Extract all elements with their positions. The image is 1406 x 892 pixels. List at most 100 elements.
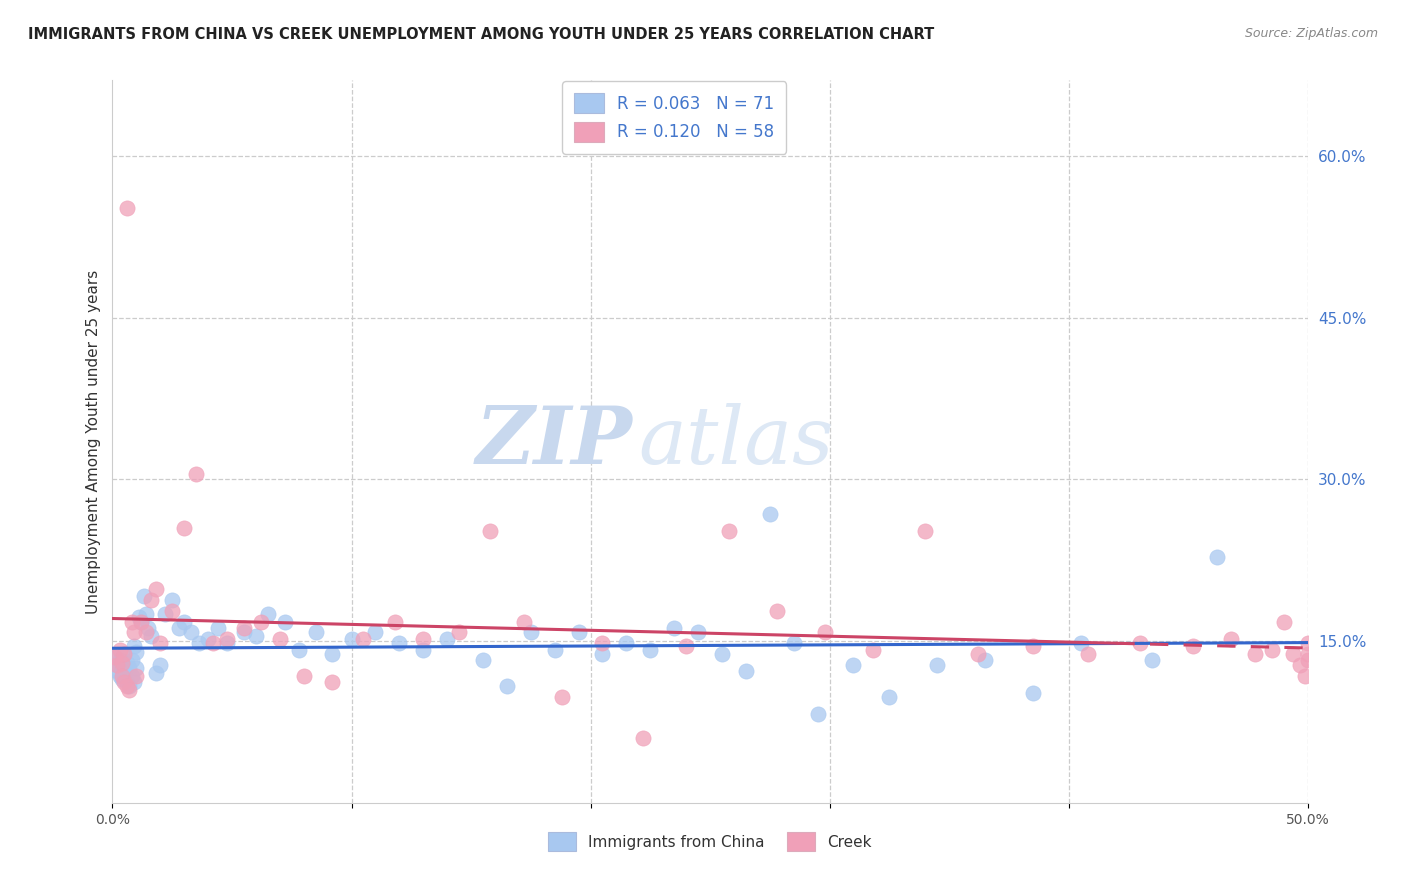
Point bbox=[1296, 636, 1319, 650]
Point bbox=[273, 615, 295, 629]
Point bbox=[111, 672, 134, 686]
Point bbox=[814, 625, 837, 640]
Point bbox=[412, 632, 434, 646]
Point bbox=[305, 625, 328, 640]
Point bbox=[104, 650, 127, 665]
Point bbox=[115, 679, 138, 693]
Point bbox=[201, 636, 224, 650]
Point bbox=[1294, 668, 1316, 682]
Point bbox=[384, 615, 406, 629]
Point bbox=[974, 653, 997, 667]
Point bbox=[551, 690, 574, 705]
Point bbox=[321, 647, 343, 661]
Point bbox=[782, 636, 804, 650]
Point bbox=[121, 668, 143, 682]
Point bbox=[631, 731, 654, 745]
Point bbox=[139, 629, 162, 643]
Point bbox=[149, 657, 172, 672]
Point bbox=[169, 621, 191, 635]
Point bbox=[1077, 647, 1099, 661]
Point bbox=[118, 679, 141, 693]
Point bbox=[138, 621, 160, 635]
Point bbox=[1272, 615, 1295, 629]
Point bbox=[186, 467, 208, 481]
Point bbox=[145, 582, 167, 597]
Point bbox=[472, 653, 495, 667]
Y-axis label: Unemployment Among Youth under 25 years: Unemployment Among Youth under 25 years bbox=[86, 269, 101, 614]
Text: atlas: atlas bbox=[638, 403, 834, 480]
Point bbox=[125, 661, 148, 675]
Point bbox=[108, 653, 131, 667]
Point bbox=[352, 632, 374, 646]
Point bbox=[735, 665, 758, 679]
Point bbox=[436, 632, 458, 646]
Point bbox=[118, 661, 141, 675]
Point bbox=[257, 607, 280, 621]
Point bbox=[592, 636, 614, 650]
Point bbox=[129, 615, 152, 629]
Point bbox=[1261, 642, 1284, 657]
Point bbox=[496, 679, 519, 693]
Legend: Immigrants from China, Creek: Immigrants from China, Creek bbox=[538, 823, 882, 860]
Point bbox=[108, 668, 131, 682]
Point bbox=[321, 675, 343, 690]
Point bbox=[115, 675, 138, 690]
Point bbox=[718, 524, 741, 538]
Point bbox=[664, 621, 686, 635]
Point bbox=[114, 666, 135, 681]
Point bbox=[114, 647, 135, 661]
Point bbox=[340, 632, 363, 646]
Point bbox=[759, 507, 782, 521]
Point bbox=[512, 615, 534, 629]
Point bbox=[173, 615, 195, 629]
Point bbox=[364, 625, 387, 640]
Point bbox=[105, 665, 128, 679]
Point bbox=[121, 653, 143, 667]
Point bbox=[288, 642, 311, 657]
Point bbox=[388, 636, 411, 650]
Point bbox=[153, 607, 176, 621]
Point bbox=[640, 642, 662, 657]
Point bbox=[122, 625, 145, 640]
Point bbox=[162, 593, 183, 607]
Point bbox=[173, 521, 195, 535]
Point bbox=[862, 642, 884, 657]
Point bbox=[105, 657, 128, 672]
Point bbox=[292, 668, 315, 682]
Point bbox=[447, 625, 470, 640]
Point bbox=[914, 524, 936, 538]
Point bbox=[879, 690, 901, 705]
Point bbox=[132, 589, 155, 603]
Point bbox=[122, 675, 145, 690]
Point bbox=[842, 657, 865, 672]
Point bbox=[145, 666, 167, 681]
Point bbox=[520, 625, 543, 640]
Point bbox=[115, 201, 138, 215]
Text: Source: ZipAtlas.com: Source: ZipAtlas.com bbox=[1244, 27, 1378, 40]
Point bbox=[207, 621, 229, 635]
Point bbox=[1289, 657, 1312, 672]
Point bbox=[233, 625, 256, 640]
Point bbox=[479, 524, 502, 538]
Point bbox=[149, 636, 172, 650]
Point bbox=[111, 668, 134, 682]
Point bbox=[1220, 632, 1243, 646]
Text: ZIP: ZIP bbox=[475, 403, 633, 480]
Point bbox=[125, 668, 148, 682]
Point bbox=[1129, 636, 1152, 650]
Point bbox=[711, 647, 734, 661]
Point bbox=[1296, 647, 1319, 661]
Point bbox=[1181, 640, 1204, 654]
Point bbox=[114, 647, 135, 661]
Point bbox=[269, 632, 291, 646]
Point bbox=[128, 610, 150, 624]
Point bbox=[105, 657, 128, 672]
Point bbox=[135, 607, 157, 621]
Point bbox=[1022, 686, 1045, 700]
Point bbox=[592, 647, 614, 661]
Point bbox=[1296, 653, 1319, 667]
Point bbox=[675, 640, 697, 654]
Point bbox=[118, 682, 141, 697]
Point bbox=[1070, 636, 1092, 650]
Point bbox=[543, 642, 565, 657]
